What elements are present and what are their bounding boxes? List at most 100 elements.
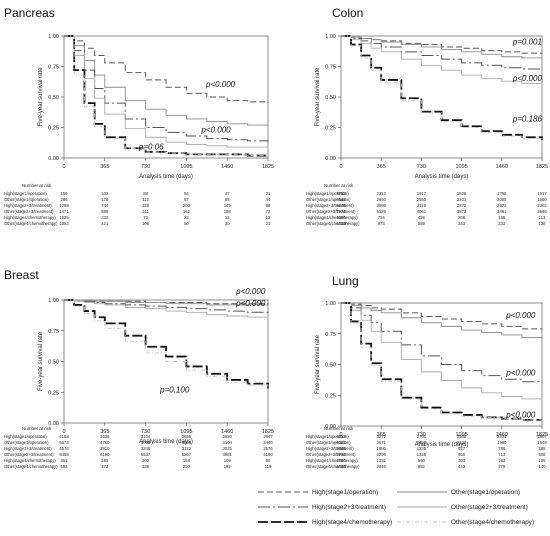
risk-cell: 103 — [101, 191, 109, 196]
risk-row-label: High(stage4/chemotherapy) — [306, 458, 358, 463]
risk-cell: 98 — [266, 203, 271, 208]
y-tick-label: 1.00 — [48, 298, 59, 304]
risk-cell: 1826 — [457, 191, 467, 196]
risk-cell: 105 — [539, 458, 547, 463]
x-tick-label: 730 — [141, 164, 150, 170]
chart-title: Colon — [332, 6, 363, 20]
risk-cell: 3598 — [377, 203, 387, 208]
p-value-annotation: p=0.001 — [512, 38, 542, 47]
risk-cell: 23 — [266, 221, 271, 226]
y-tick-label: 0.50 — [325, 95, 336, 101]
risk-cell: 4023 — [336, 440, 346, 445]
risk-cell: 693 — [61, 464, 69, 469]
risk-row-label: Other(stage1/operation) — [4, 440, 49, 445]
plot-frame — [340, 35, 543, 159]
risk-cell: 6190 — [100, 452, 110, 457]
x-axis-label: Analysis time (days) — [415, 442, 469, 448]
risk-cell: 426 — [418, 215, 426, 220]
y-tick-label: 0.25 — [325, 393, 336, 399]
y-tick-label: 0.00 — [325, 156, 336, 162]
risk-cell: 44 — [266, 197, 271, 202]
number-at-risk-table: Number at risk High(stage1/operation)2753… — [306, 183, 547, 226]
risk-cell: 4104 — [223, 440, 233, 445]
risk-cell: 12 — [266, 215, 271, 220]
risk-table-header: Number at risk — [324, 183, 354, 188]
risk-cell: 50 — [184, 221, 189, 226]
risk-cell: 2655 — [182, 434, 192, 439]
risk-cell: 4981 — [223, 452, 233, 457]
risk-cell: 145 — [224, 203, 232, 208]
risk-cell: 154 — [183, 458, 191, 463]
chart-title: Pancreas — [4, 6, 55, 20]
risk-cell: 343 — [458, 221, 466, 226]
risk-row-label: High(stage1/operation) — [306, 191, 349, 196]
risk-cell: 109 — [224, 458, 232, 463]
risk-row-label: High(stage4/chemotherapy) — [4, 215, 56, 220]
risk-cell: 4013 — [336, 434, 346, 439]
x-tick-label: 365 — [377, 164, 386, 170]
risk-cell: 1235 — [417, 446, 427, 451]
p-value-annotation: p<0.000 — [512, 74, 543, 83]
risk-row-label: High(stage2+3/treatment) — [4, 446, 52, 451]
risk-cell: 250 — [183, 464, 191, 469]
y-tick-label: 0.75 — [48, 65, 59, 71]
risk-cell: 1807 — [537, 434, 547, 439]
risk-row-label: Other(stage2+3/treatment) — [4, 209, 54, 214]
risk-cell: 1525 — [59, 215, 69, 220]
risk-cell: 1326 — [417, 452, 427, 457]
risk-cell: 2222 — [457, 440, 467, 445]
x-tick-label: 730 — [417, 432, 426, 438]
y-tick-label: 0.00 — [325, 424, 336, 430]
p-value-annotation: p<0.000 — [235, 299, 266, 308]
risk-cell: 233 — [498, 221, 506, 226]
risk-cell: 279 — [498, 464, 506, 469]
risk-cell: 47 — [225, 191, 230, 196]
risk-cell: 30 — [225, 221, 230, 226]
y-tick-label: 0.00 — [48, 156, 59, 162]
chart-title: Lung — [332, 274, 359, 288]
x-tick-label: 365 — [100, 429, 109, 435]
y-axis-label: Five-year survival rate — [38, 331, 44, 391]
risk-cell: 4576 — [59, 446, 69, 451]
risk-cell: 473 — [101, 464, 109, 469]
risk-cell: 339 — [142, 464, 150, 469]
p-value-annotation: p<0.000 — [200, 125, 231, 134]
risk-cell: 3122 — [182, 446, 192, 451]
risk-cell: 689 — [101, 209, 109, 214]
risk-cell: 3440 — [263, 440, 273, 445]
risk-row-label: Other(stage1/operation) — [306, 197, 351, 202]
risk-cell: 713 — [498, 452, 506, 457]
risk-cell: 8458 — [59, 452, 69, 457]
x-axis-label: Analysis time (days) — [139, 439, 193, 445]
y-tick-label: 0.00 — [48, 421, 59, 427]
risk-cell: 3461 — [497, 209, 507, 214]
chart-title: Breast — [4, 268, 39, 282]
risk-cell: 786 — [498, 446, 506, 451]
x-tick-label: 365 — [377, 432, 386, 438]
risk-cell: 2872 — [457, 203, 467, 208]
risk-cell: 2671 — [497, 203, 507, 208]
legend-label-high23: High(stage2+3/treatment) — [312, 504, 386, 511]
x-tick-label: 1460 — [496, 432, 508, 438]
risk-cell: 3025 — [223, 446, 233, 451]
p-value-annotation: p<0.000 — [505, 410, 536, 419]
x-tick-label: 0 — [62, 429, 65, 435]
y-tick-label: 1.00 — [48, 34, 59, 40]
risk-cell: 4760 — [100, 440, 110, 445]
risk-cell: 113 — [539, 215, 546, 220]
risk-cell: 3638 — [100, 434, 110, 439]
y-tick-label: 0.25 — [325, 126, 336, 132]
x-tick-label: 1095 — [455, 164, 467, 170]
risk-row-label: High(stage2+3/treatment) — [4, 203, 52, 208]
y-tick-label: 0.50 — [325, 363, 336, 369]
x-tick-label: 730 — [141, 429, 150, 435]
risk-cell: 1639 — [336, 221, 346, 226]
risk-cell: 4061 — [417, 209, 427, 214]
x-axis-label: Analysis time (days) — [139, 174, 193, 180]
risk-cell: 136 — [539, 221, 547, 226]
risk-cell: 2201 — [457, 197, 467, 202]
risk-cell: 188 — [498, 215, 506, 220]
p-value-annotation: p<0.000 — [235, 287, 266, 296]
risk-cell: 1853 — [59, 221, 69, 226]
